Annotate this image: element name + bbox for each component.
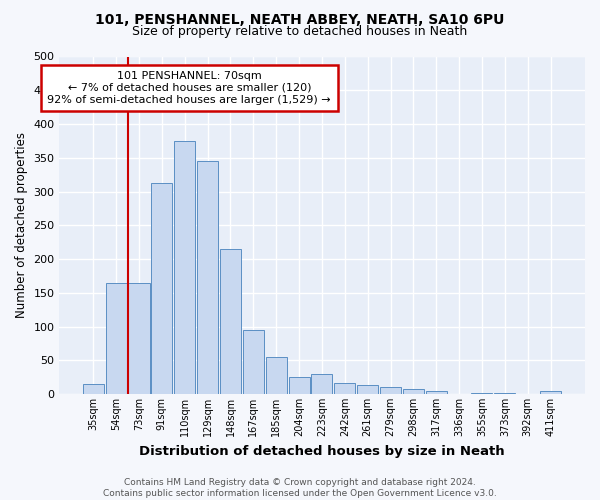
Text: Size of property relative to detached houses in Neath: Size of property relative to detached ho… bbox=[133, 25, 467, 38]
Bar bbox=[311, 374, 332, 394]
Bar bbox=[151, 184, 172, 394]
Text: 101 PENSHANNEL: 70sqm
← 7% of detached houses are smaller (120)
92% of semi-deta: 101 PENSHANNEL: 70sqm ← 7% of detached h… bbox=[47, 72, 331, 104]
Text: 101, PENSHANNEL, NEATH ABBEY, NEATH, SA10 6PU: 101, PENSHANNEL, NEATH ABBEY, NEATH, SA1… bbox=[95, 12, 505, 26]
Bar bbox=[540, 392, 561, 394]
Bar bbox=[243, 330, 264, 394]
Bar bbox=[380, 388, 401, 394]
Bar bbox=[334, 383, 355, 394]
Y-axis label: Number of detached properties: Number of detached properties bbox=[15, 132, 28, 318]
Bar bbox=[357, 385, 378, 394]
X-axis label: Distribution of detached houses by size in Neath: Distribution of detached houses by size … bbox=[139, 444, 505, 458]
Bar bbox=[197, 161, 218, 394]
Bar bbox=[174, 141, 195, 394]
Bar bbox=[266, 357, 287, 394]
Bar bbox=[128, 282, 149, 394]
Bar bbox=[403, 390, 424, 394]
Bar bbox=[220, 249, 241, 394]
Bar bbox=[289, 377, 310, 394]
Bar bbox=[494, 392, 515, 394]
Bar bbox=[83, 384, 104, 394]
Text: Contains HM Land Registry data © Crown copyright and database right 2024.
Contai: Contains HM Land Registry data © Crown c… bbox=[103, 478, 497, 498]
Bar bbox=[106, 282, 127, 394]
Bar bbox=[426, 392, 447, 394]
